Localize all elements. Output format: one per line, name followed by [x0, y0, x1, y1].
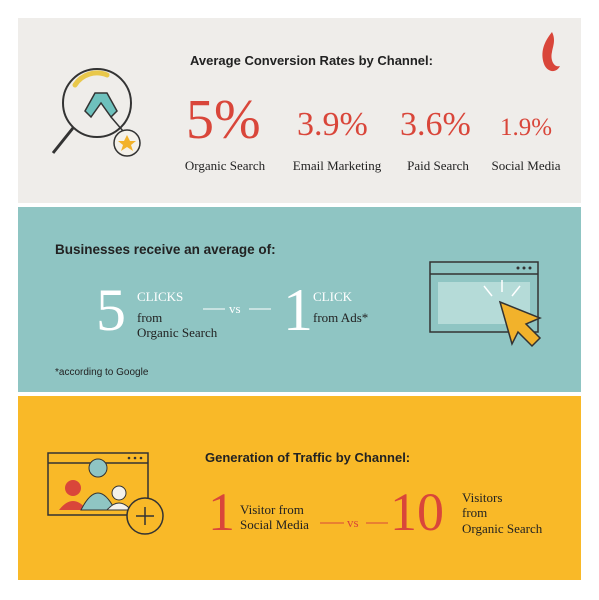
rate-label: Social Media	[491, 158, 561, 173]
traffic-text: Organic Search	[462, 521, 543, 536]
medal-search-icon	[51, 68, 141, 157]
rate-value: 1.9%	[500, 114, 553, 141]
rate-label: Email Marketing	[292, 158, 382, 173]
rate-label: Paid Search	[407, 158, 469, 173]
clicks-unit: CLICK	[313, 289, 352, 304]
vs-text: vs	[347, 515, 359, 530]
traffic-text: Visitor from	[240, 502, 304, 517]
clicks-number: 5	[96, 277, 126, 343]
browser-click-icon	[429, 261, 542, 348]
clicks-source: from Ads*	[313, 310, 369, 325]
conversion-title: Average Conversion Rates by Channel:	[190, 53, 433, 68]
rate-value: 3.6%	[400, 106, 471, 143]
traffic-text: Visitors	[462, 490, 503, 505]
traffic-text: Social Media	[240, 517, 309, 532]
traffic-number: 1	[208, 482, 235, 542]
vs-rule	[320, 522, 388, 524]
clicks-unit: CLICKS	[137, 289, 184, 304]
clicks-number: 1	[283, 277, 313, 343]
rate-value: 3.9%	[297, 106, 368, 143]
traffic-number: 10	[390, 482, 444, 542]
people-browser-icon	[47, 452, 164, 535]
traffic-panel	[18, 396, 581, 580]
rate-value: 5%	[186, 89, 261, 151]
footnote: *according to Google	[55, 367, 149, 378]
traffic-title: Generation of Traffic by Channel:	[205, 450, 411, 465]
clicks-source: Organic Search	[137, 325, 218, 340]
rate-label: Organic Search	[184, 158, 266, 173]
vs-rule	[203, 308, 271, 310]
vs-text: vs	[229, 301, 241, 316]
traffic-text: from	[462, 505, 488, 520]
clicks-title: Businesses receive an average of:	[55, 242, 276, 257]
logo	[542, 32, 560, 72]
clicks-source: from	[137, 310, 163, 325]
